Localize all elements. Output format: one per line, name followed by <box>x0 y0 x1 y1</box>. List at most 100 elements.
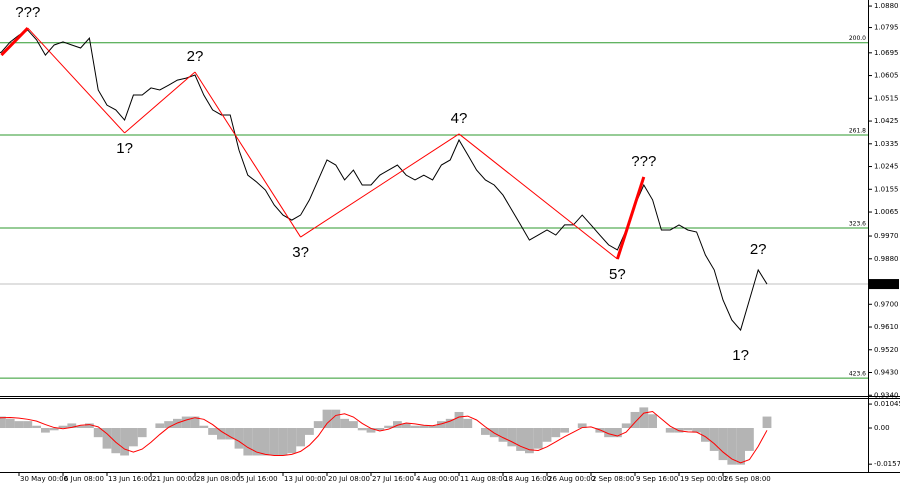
histogram-bar <box>683 428 693 431</box>
histogram-bar <box>164 421 173 429</box>
histogram-bar <box>0 416 6 429</box>
histogram-bar <box>577 423 587 429</box>
wave-label: 3? <box>292 244 309 261</box>
histogram-bar <box>481 428 490 435</box>
y-tick-label: 1.0880 <box>874 2 899 10</box>
x-tick-label: 21 Jun 00:00 <box>152 475 196 483</box>
wave-line <box>27 27 125 134</box>
wave-line <box>0 27 29 57</box>
histogram-bar <box>305 428 314 435</box>
histogram-bar <box>155 423 165 429</box>
current-price-box <box>869 279 899 290</box>
histogram-bar <box>296 428 305 447</box>
wave-line <box>615 176 646 260</box>
histogram-bar <box>225 428 235 440</box>
wave-label: 1? <box>116 140 133 157</box>
histogram-bar <box>701 428 710 442</box>
histogram-bar <box>243 428 253 456</box>
histogram-bar <box>621 423 631 429</box>
histogram-bar <box>58 425 68 429</box>
x-tick-label: 26 Aug 00:00 <box>548 475 595 483</box>
histogram-bar <box>67 423 77 429</box>
y-tick-label: 0.9340 <box>874 391 899 399</box>
histogram-bar <box>410 425 420 429</box>
histogram-bar <box>613 428 622 438</box>
histogram-bar <box>551 428 561 438</box>
histogram-bar <box>709 428 719 451</box>
y-tick-label: 1.0515 <box>874 94 899 102</box>
histogram-bar <box>419 425 429 429</box>
histogram-bar <box>49 428 59 431</box>
histogram-bar <box>736 428 745 465</box>
y-tick-label: 1.0245 <box>874 163 899 171</box>
histogram-bar <box>252 428 261 456</box>
histogram-bar <box>498 428 508 442</box>
wave-line <box>124 71 196 134</box>
y-tick-label: 1.0695 <box>874 49 899 57</box>
level-label: 423.6 <box>849 371 866 378</box>
signal-line <box>0 410 768 464</box>
wave-label: 2? <box>187 48 204 65</box>
histogram-bar <box>692 428 701 433</box>
histogram-bar <box>234 428 244 449</box>
wave-line <box>300 133 460 238</box>
price-line <box>0 29 768 332</box>
oscillator-panel <box>0 407 772 465</box>
wave-label: 1? <box>732 347 749 364</box>
y-tick-label: 0.9430 <box>874 369 899 377</box>
histogram-bar <box>41 428 50 433</box>
x-tick-label: 6 Jun 08:00 <box>64 475 104 483</box>
y-tick-label: 0.9610 <box>874 323 899 331</box>
y-tick-label: 0.01045 <box>874 400 900 408</box>
wave-line <box>458 133 618 260</box>
histogram-bar <box>384 425 393 429</box>
histogram-bar <box>278 428 288 456</box>
histogram-bar <box>604 428 613 438</box>
price-panel: 200.0 261.8 323.6 423.6??? 1? 2? 3? 4? 5???? 2? 1? <box>0 4 868 379</box>
histogram-bar <box>727 428 737 465</box>
histogram-bar <box>542 428 552 442</box>
x-tick-label: 18 Aug 16:00 <box>504 475 551 483</box>
level-label: 323.6 <box>849 220 866 227</box>
y-tick-label: 1.0335 <box>874 140 899 148</box>
wave-label: ??? <box>15 4 40 21</box>
histogram-bar <box>437 421 446 429</box>
histogram-bar <box>5 418 15 429</box>
y-tick-label: 1.0425 <box>874 117 899 125</box>
y-tick-label: -0.01578 <box>874 460 900 468</box>
y-tick-label: 1.0795 <box>874 24 899 32</box>
x-tick-label: 20 Jul 08:00 <box>328 475 370 483</box>
level-label: 261.8 <box>849 127 866 134</box>
histogram-bar <box>349 421 358 429</box>
wave-label: 5? <box>609 266 626 283</box>
y-tick-label: 0.9520 <box>874 346 899 354</box>
x-tick-label: 2 Sep 08:00 <box>592 475 634 483</box>
histogram-bar <box>102 428 112 449</box>
histogram-bar <box>428 425 437 429</box>
x-tick-label: 27 Jul 16:00 <box>372 475 414 483</box>
y-tick-label: 1.0605 <box>874 72 899 80</box>
histogram-bar <box>516 428 525 451</box>
histogram-bar <box>762 416 772 429</box>
wave-label: 4? <box>451 110 468 127</box>
wave-label: 2? <box>750 241 767 258</box>
x-tick-label: 19 Sep 00:00 <box>680 475 727 483</box>
y-tick-label: 1.0065 <box>874 208 899 216</box>
histogram-bar <box>137 428 147 438</box>
histogram-bar <box>745 428 754 451</box>
wave-label: ??? <box>631 153 656 170</box>
histogram-bar <box>630 411 640 429</box>
histogram-bar <box>208 428 217 435</box>
histogram-bar <box>357 428 367 431</box>
histogram-bar <box>639 407 649 429</box>
y-tick-label: 0.00 <box>874 424 890 432</box>
level-label: 200.0 <box>849 35 866 42</box>
histogram-bar <box>287 428 297 454</box>
histogram-bar <box>401 423 411 429</box>
y-tick-label: 0.9970 <box>874 232 899 240</box>
x-tick-label: 28 Jun 08:00 <box>196 475 240 483</box>
x-tick-label: 13 Jun 16:00 <box>108 475 152 483</box>
x-tick-label: 4 Aug 00:00 <box>416 475 459 483</box>
